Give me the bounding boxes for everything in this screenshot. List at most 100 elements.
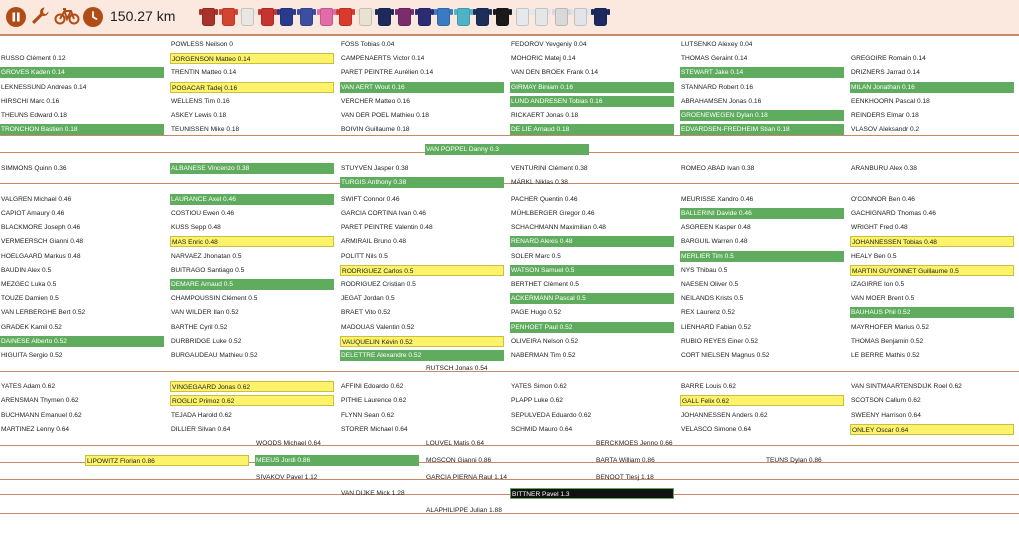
- team-jersey-icon[interactable]: [316, 8, 336, 26]
- team-jersey-icon[interactable]: [257, 8, 277, 26]
- rider-entry[interactable]: HEALY Ben 0.5: [851, 252, 897, 260]
- rider-entry[interactable]: PENHOET Paul 0.52: [510, 321, 674, 333]
- rider-entry[interactable]: COSTIOU Ewen 0.46: [171, 209, 235, 217]
- rider-entry[interactable]: MILAN Jonathan 0.16: [850, 81, 1014, 93]
- team-jersey-icon[interactable]: [336, 8, 356, 26]
- rider-entry[interactable]: ALAPHILIPPE Julian 1.88: [426, 506, 502, 514]
- rider-entry[interactable]: BALLERINI Davide 0.46: [680, 207, 844, 219]
- rider-entry[interactable]: JORGENSON Matteo 0.14: [170, 53, 334, 65]
- team-jersey-icon[interactable]: [434, 8, 454, 26]
- rider-entry[interactable]: VERCHER Matteo 0.16: [341, 97, 410, 105]
- team-jersey-icon[interactable]: [512, 8, 532, 26]
- rider-entry[interactable]: SEPULVEDA Eduardo 0.62: [511, 411, 592, 419]
- rider-entry[interactable]: ASGREEN Kasper 0.48: [681, 224, 751, 232]
- rider-entry[interactable]: THEUNS Edward 0.18: [1, 112, 67, 119]
- rider-entry[interactable]: VELASCO Simone 0.64: [681, 425, 752, 433]
- rider-entry[interactable]: ONLEY Oscar 0.64: [850, 423, 1014, 435]
- rider-entry[interactable]: TOUZE Damien 0.5: [1, 295, 59, 303]
- rider-entry[interactable]: LEKNESSUND Andreas 0.14: [1, 83, 87, 91]
- rider-entry[interactable]: FOSS Tobias 0.04: [341, 41, 395, 48]
- rider-entry[interactable]: MARTIN GUYONNET Guillaume 0.5: [850, 264, 1014, 276]
- rider-entry[interactable]: VAN DIJKE Mick 1.28: [341, 489, 405, 497]
- rider-entry[interactable]: LIENHARD Fabian 0.52: [681, 323, 752, 331]
- rider-entry[interactable]: VAN POPPEL Danny 0.3: [425, 144, 589, 156]
- rider-entry[interactable]: SCOTSON Callum 0.62: [851, 397, 921, 405]
- rider-entry[interactable]: SCHACHMANN Maximilian 0.48: [511, 224, 606, 232]
- rider-entry[interactable]: SWEENY Harrison 0.64: [851, 411, 921, 419]
- rider-entry[interactable]: VAUQUELIN Kévin 0.52: [340, 335, 504, 347]
- rider-entry[interactable]: ROMEO ABAD Ivan 0.38: [681, 164, 755, 172]
- rider-entry[interactable]: GRADEK Kamil 0.52: [1, 323, 62, 331]
- rider-entry[interactable]: THOMAS Geraint 0.14: [681, 55, 748, 63]
- rider-entry[interactable]: AFFINI Edoardo 0.62: [341, 383, 404, 391]
- rider-entry[interactable]: DAINESE Alberto 0.52: [0, 335, 164, 347]
- rider-entry[interactable]: MÄRKL Niklas 0.38: [511, 178, 568, 186]
- rider-entry[interactable]: PARET PEINTRE Valentin 0.48: [341, 224, 433, 232]
- rider-entry[interactable]: RODRIGUEZ Cristian 0.5: [341, 280, 416, 288]
- rider-entry[interactable]: PACHER Quentin 0.46: [511, 195, 578, 203]
- rider-entry[interactable]: STEWART Jake 0.14: [680, 67, 844, 79]
- rider-entry[interactable]: VLASOV Aleksandr 0.2: [851, 126, 920, 134]
- team-jersey-icon[interactable]: [532, 8, 552, 26]
- rider-entry[interactable]: TURGIS Anthony 0.38: [340, 176, 504, 188]
- team-jersey-icon[interactable]: [297, 8, 316, 26]
- rider-entry[interactable]: HIGUITA Sergio 0.52: [1, 351, 63, 359]
- rider-entry[interactable]: VAN WILDER Ilan 0.52: [171, 309, 239, 317]
- rider-entry[interactable]: RUTSCH Jonas 0.54: [426, 364, 488, 372]
- rider-entry[interactable]: LOUVEL Matis 0.64: [426, 440, 485, 448]
- rider-entry[interactable]: MEURISSE Xandro 0.46: [681, 195, 754, 203]
- rider-entry[interactable]: RENARD Alexis 0.48: [510, 236, 674, 248]
- rider-entry[interactable]: KUSS Sepp 0.48: [171, 224, 221, 232]
- rider-entry[interactable]: HIRSCHI Marc 0.16: [1, 97, 60, 105]
- rider-entry[interactable]: ROGLIC Primoz 0.62: [170, 395, 334, 407]
- rider-entry[interactable]: BOIVIN Guillaume 0.18: [341, 126, 410, 134]
- rider-entry[interactable]: BUCHMANN Emanuel 0.62: [1, 411, 82, 419]
- rider-entry[interactable]: LAURANCE Axel 0.46: [170, 193, 334, 205]
- team-jersey-icon[interactable]: [375, 8, 395, 26]
- rider-entry[interactable]: BUITRAGO Santiago 0.5: [171, 266, 245, 274]
- rider-entry[interactable]: SCHMID Mauro 0.64: [511, 425, 573, 433]
- rider-entry[interactable]: EDVARDSEN-FREDHEIM Stian 0.18: [680, 124, 844, 136]
- rider-entry[interactable]: WOODS Michael 0.64: [256, 440, 321, 448]
- rider-entry[interactable]: YATES Simon 0.62: [511, 383, 567, 391]
- rider-entry[interactable]: RUBIO REYES Einer 0.52: [681, 337, 758, 345]
- pause-button[interactable]: [6, 7, 26, 27]
- team-jersey-icon[interactable]: [199, 8, 218, 26]
- rider-entry[interactable]: BENOOT Tiesj 1.18: [596, 474, 654, 482]
- rider-entry[interactable]: POGACAR Tadej 0.16: [170, 81, 334, 93]
- rider-entry[interactable]: VAN AERT Wout 0.16: [340, 81, 504, 93]
- rider-entry[interactable]: TEUNS Dylan 0.86: [766, 457, 822, 465]
- rider-entry[interactable]: GREGOIRE Romain 0.14: [851, 55, 926, 63]
- rider-entry[interactable]: BERTHET Clément 0.5: [511, 280, 579, 288]
- rider-entry[interactable]: EENKHOORN Pascal 0.18: [851, 97, 930, 105]
- rider-entry[interactable]: STUYVEN Jasper 0.38: [341, 164, 409, 172]
- rider-entry[interactable]: NEILANDS Krists 0.5: [681, 295, 744, 303]
- rider-entry[interactable]: ARMIRAIL Bruno 0.48: [341, 238, 406, 246]
- rider-entry[interactable]: MEEUS Jordi 0.86: [255, 455, 419, 467]
- rider-entry[interactable]: BITTNER Pavel 1.3: [510, 487, 674, 499]
- rider-entry[interactable]: TRONCHON Bastien 0.18: [0, 124, 164, 136]
- wrench-icon[interactable]: [29, 5, 51, 27]
- rider-entry[interactable]: DEMARE Arnaud 0.5: [170, 278, 334, 290]
- rider-entry[interactable]: VERMEERSCH Gianni 0.48: [1, 238, 84, 246]
- rider-entry[interactable]: PARET PEINTRE Aurélien 0.14: [341, 69, 434, 77]
- rider-entry[interactable]: BARRE Louis 0.62: [681, 383, 736, 391]
- rider-entry[interactable]: BLACKMORE Joseph 0.46: [1, 224, 81, 232]
- team-jersey-icon[interactable]: [493, 8, 512, 26]
- team-jersey-icon[interactable]: [277, 8, 297, 26]
- rider-entry[interactable]: MEZGEC Luka 0.5: [1, 280, 57, 288]
- rider-entry[interactable]: BRAET Vito 0.52: [341, 309, 391, 317]
- team-jersey-icon[interactable]: [218, 8, 238, 26]
- rider-entry[interactable]: PAGE Hugo 0.52: [511, 309, 562, 317]
- rider-entry[interactable]: CHAMPOUSSIN Clément 0.5: [171, 295, 258, 303]
- team-jersey-icon[interactable]: [355, 8, 375, 26]
- rider-entry[interactable]: TRENTIN Matteo 0.14: [171, 69, 237, 77]
- rider-entry[interactable]: NARVAEZ Jhonatan 0.5: [171, 252, 242, 260]
- rider-entry[interactable]: BERCKMOES Jenno 0.66: [596, 440, 673, 448]
- rider-entry[interactable]: ABRAHAMSEN Jonas 0.16: [681, 97, 762, 105]
- rider-entry[interactable]: FEDOROV Yevgeniy 0.04: [511, 41, 587, 48]
- rider-entry[interactable]: FLYNN Sean 0.62: [341, 411, 395, 419]
- rider-entry[interactable]: IZAGIRRE Ion 0.5: [851, 280, 905, 288]
- team-jersey-icon[interactable]: [551, 8, 571, 26]
- rider-entry[interactable]: O'CONNOR Ben 0.46: [851, 195, 915, 203]
